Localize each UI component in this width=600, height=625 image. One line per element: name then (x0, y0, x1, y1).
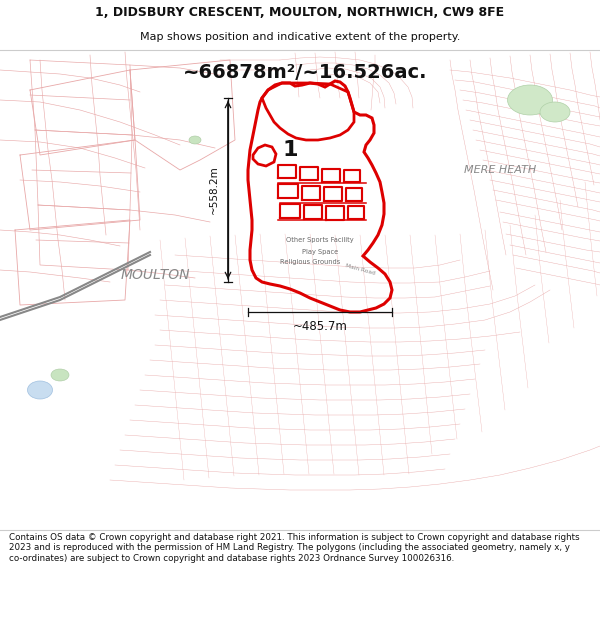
Ellipse shape (508, 85, 553, 115)
Text: 1, DIDSBURY CRESCENT, MOULTON, NORTHWICH, CW9 8FE: 1, DIDSBURY CRESCENT, MOULTON, NORTHWICH… (95, 6, 505, 19)
Text: Contains OS data © Crown copyright and database right 2021. This information is : Contains OS data © Crown copyright and d… (9, 533, 580, 562)
Text: ~558.2m: ~558.2m (209, 166, 219, 214)
Ellipse shape (189, 136, 201, 144)
Text: ~485.7m: ~485.7m (293, 321, 347, 334)
Text: Main Road: Main Road (344, 264, 376, 276)
Ellipse shape (540, 102, 570, 122)
Text: MERE HEATH: MERE HEATH (464, 165, 536, 175)
Ellipse shape (51, 369, 69, 381)
Text: 1: 1 (282, 140, 298, 160)
Text: Map shows position and indicative extent of the property.: Map shows position and indicative extent… (140, 32, 460, 43)
Text: MOULTON: MOULTON (120, 268, 190, 282)
Ellipse shape (28, 381, 53, 399)
Text: Religious Grounds: Religious Grounds (280, 259, 340, 265)
Text: Other Sports Facility: Other Sports Facility (286, 237, 354, 243)
Text: ~66878m²/~16.526ac.: ~66878m²/~16.526ac. (183, 62, 427, 81)
Text: Play Space: Play Space (302, 249, 338, 255)
